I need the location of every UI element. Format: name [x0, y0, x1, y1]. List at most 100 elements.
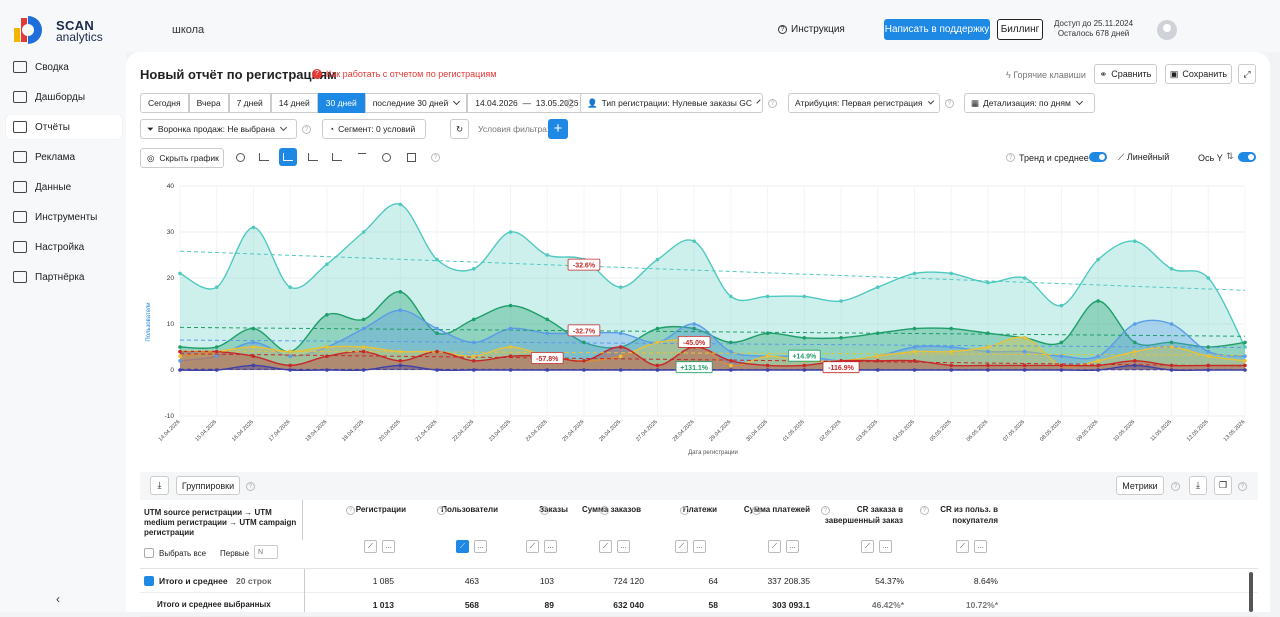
sidebar-item-ads[interactable]: Реклама	[6, 145, 122, 169]
segment-select[interactable]: ◔ Сегмент: 0 условий	[322, 119, 426, 139]
metrics-button[interactable]: Метрики	[1116, 476, 1164, 495]
help-icon[interactable]: ?	[945, 99, 954, 108]
column-menu-button[interactable]: …	[879, 540, 892, 553]
period-14-days[interactable]: 14 дней	[270, 93, 318, 113]
detail-select[interactable]: ▦ Детализация: по дням	[964, 93, 1095, 113]
data-point	[618, 285, 623, 289]
help-icon[interactable]: ?	[346, 506, 355, 515]
hide-chart-button[interactable]: ◎ Скрыть график	[140, 148, 224, 168]
help-icon[interactable]: ?	[540, 506, 549, 515]
help-icon[interactable]: ?	[246, 482, 255, 491]
help-icon[interactable]: ?	[768, 99, 777, 108]
help-icon[interactable]: ?	[821, 506, 830, 515]
sidebar-item-reports[interactable]: Отчёты	[6, 115, 122, 139]
table-scrollbar[interactable]	[1249, 572, 1253, 612]
refresh-button[interactable]: ↻	[450, 119, 469, 139]
period-yesterday[interactable]: Вчера	[188, 93, 229, 113]
copy-button[interactable]: ❐	[1214, 476, 1232, 495]
column-menu-button[interactable]: …	[544, 540, 557, 553]
axis-y-toggle[interactable]	[1238, 152, 1256, 162]
column-menu-button[interactable]: …	[617, 540, 630, 553]
column-header[interactable]: Сумма заказов	[582, 505, 641, 514]
column-menu-button[interactable]: …	[474, 540, 487, 553]
project-name[interactable]: школа	[172, 24, 205, 36]
column-chart-toggle[interactable]: ⟋	[861, 540, 874, 553]
column-menu-button[interactable]: …	[974, 540, 987, 553]
period-today[interactable]: Сегодня	[140, 93, 189, 113]
column-divider[interactable]	[302, 500, 303, 540]
funnel-chart-type-button[interactable]	[353, 148, 371, 166]
column-chart-toggle[interactable]: ⟋	[456, 540, 469, 553]
help-icon[interactable]: ?	[752, 506, 761, 515]
table-chart-type-button[interactable]	[402, 148, 420, 166]
sidebar-item-tools[interactable]: Инструменты	[6, 205, 122, 229]
first-n-input[interactable]	[254, 545, 278, 559]
export-button[interactable]: ⤓	[1189, 476, 1207, 495]
save-button[interactable]: ▣ Сохранить	[1165, 64, 1232, 84]
groupings-button[interactable]: Группировки	[176, 476, 240, 495]
area-chart-type-button[interactable]	[279, 148, 297, 166]
attribution-select[interactable]: Атрибуция: Первая регистрация	[788, 93, 940, 113]
column-chart-toggle[interactable]: ⟋	[675, 540, 688, 553]
help-icon[interactable]: ?	[680, 506, 689, 515]
reg-type-select[interactable]: 👤 Тип регистрации: Нулевые заказы GC	[580, 93, 763, 113]
linear-scale-select[interactable]: ⟋ Линейный	[1118, 152, 1169, 163]
period-dropdown[interactable]: последние 30 дней	[364, 93, 468, 113]
total-checkbox[interactable]	[144, 576, 154, 586]
sidebar-item-settings[interactable]: Настройка	[6, 235, 122, 259]
column-menu-button[interactable]: …	[693, 540, 706, 553]
column-header[interactable]: Сумма платежей	[743, 505, 810, 514]
fullscreen-button[interactable]: ⤢	[1238, 64, 1256, 84]
scatter-chart-type-button[interactable]	[328, 148, 346, 166]
trend-toggle[interactable]	[1089, 152, 1107, 162]
sidebar-item-partners[interactable]: Партнёрка	[6, 265, 122, 289]
compare-button[interactable]: ⚭ Сравнить	[1094, 64, 1157, 84]
hotkeys-link[interactable]: ϟ Горячие клавиши	[1006, 70, 1086, 80]
column-chart-toggle[interactable]: ⟋	[526, 540, 539, 553]
column-header[interactable]: Заказы	[539, 505, 568, 514]
gauge-chart-type-button[interactable]	[377, 148, 395, 166]
sidebar-item-summary[interactable]: Сводка	[6, 55, 122, 79]
help-icon[interactable]: ?	[600, 506, 609, 515]
help-icon[interactable]: ?	[437, 506, 446, 515]
date-range[interactable]: 14.04.2026 — 13.05.2026	[467, 93, 587, 113]
help-icon[interactable]: ?	[1238, 482, 1247, 491]
support-button[interactable]: Написать в поддержку	[884, 19, 990, 40]
logo[interactable]: SCAN analytics	[12, 14, 132, 46]
help-icon[interactable]: ?	[1006, 153, 1015, 162]
column-menu-button[interactable]: …	[786, 540, 799, 553]
column-chart-toggle[interactable]: ⟋	[768, 540, 781, 553]
instruction-link[interactable]: ? Инструкция	[778, 24, 845, 35]
sort-icon[interactable]: ⇅	[1226, 151, 1234, 161]
column-header[interactable]: Пользователи	[441, 505, 498, 514]
sidebar-item-data[interactable]: Данные	[6, 175, 122, 199]
period-7-days[interactable]: 7 дней	[228, 93, 271, 113]
column-header[interactable]: CR заказа в завершенный заказ	[824, 505, 903, 525]
column-header[interactable]: CR из польз. в покупателя	[940, 505, 998, 525]
howto-link[interactable]: ? Как работать с отчетом по регистрациям	[312, 69, 496, 79]
column-header[interactable]: Платежи	[682, 505, 717, 514]
help-icon[interactable]: ?	[1171, 482, 1180, 491]
download-button[interactable]: ⤓	[150, 476, 169, 495]
add-condition-button[interactable]: +	[548, 119, 568, 139]
help-icon[interactable]: ?	[431, 153, 440, 162]
line-chart-type-button[interactable]	[255, 148, 273, 166]
column-chart-toggle[interactable]: ⟋	[599, 540, 612, 553]
column-header[interactable]: Регистрации	[355, 505, 406, 514]
avatar[interactable]	[1157, 20, 1177, 40]
column-menu-button[interactable]: …	[382, 540, 395, 553]
pie-chart-type-button[interactable]	[231, 148, 249, 166]
help-icon[interactable]: ?	[566, 99, 575, 108]
billing-button[interactable]: Биллинг	[997, 19, 1043, 40]
period-30-days[interactable]: 30 дней	[317, 93, 365, 113]
help-icon[interactable]: ?	[302, 125, 311, 134]
help-icon[interactable]: ?	[920, 506, 929, 515]
sidebar-item-dashboards[interactable]: Дашборды	[6, 85, 122, 109]
funnel-select[interactable]: ⏷ Воронка продаж: Не выбрана	[140, 119, 297, 139]
select-all-checkbox[interactable]	[144, 548, 154, 558]
bar-chart-type-button[interactable]	[304, 148, 322, 166]
collapse-sidebar-button[interactable]: ‹	[56, 592, 60, 606]
column-chart-toggle[interactable]: ⟋	[956, 540, 969, 553]
column-chart-toggle[interactable]: ⟋	[364, 540, 377, 553]
table-cell: 1 085	[372, 576, 394, 586]
